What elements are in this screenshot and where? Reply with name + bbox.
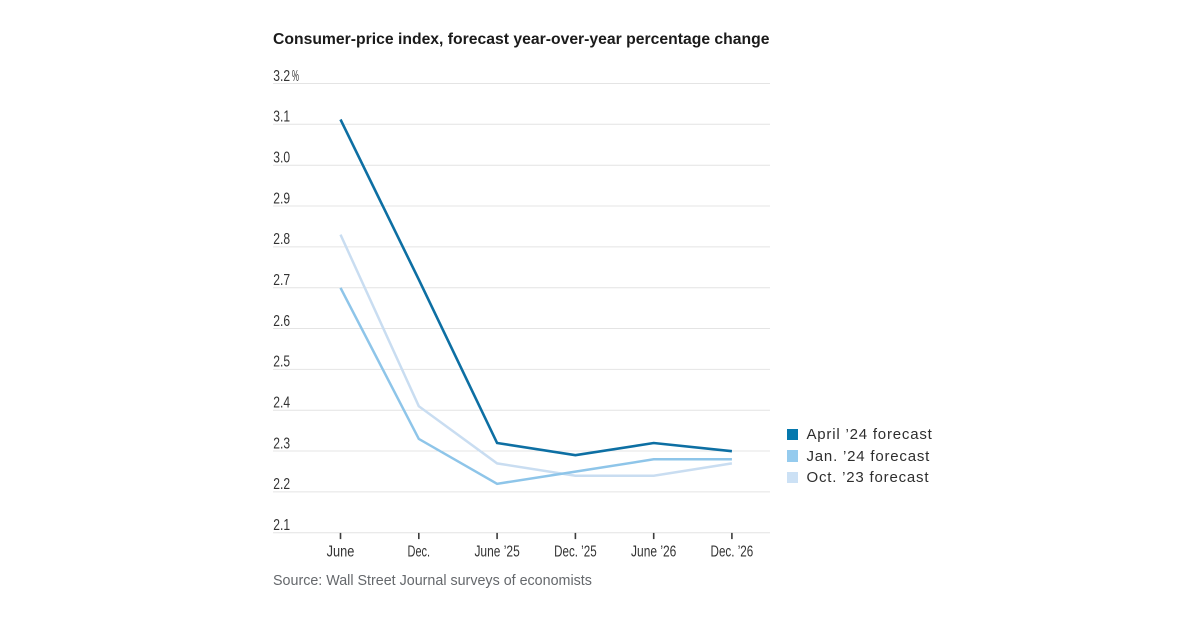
svg-text:3.0: 3.0: [273, 150, 290, 167]
svg-text:3.2: 3.2: [273, 68, 290, 85]
svg-text:2.6: 2.6: [273, 313, 290, 330]
svg-text:June ’25: June ’25: [474, 543, 519, 560]
svg-text:%: %: [292, 68, 299, 85]
svg-text:June ’26: June ’26: [631, 543, 676, 560]
svg-text:2.4: 2.4: [273, 395, 290, 412]
svg-text:June: June: [327, 543, 355, 560]
svg-text:Dec. ’25: Dec. ’25: [554, 543, 597, 560]
svg-text:2.3: 2.3: [273, 435, 290, 452]
svg-text:2.2: 2.2: [273, 476, 290, 493]
svg-text:2.1: 2.1: [273, 517, 290, 534]
svg-text:2.9: 2.9: [273, 190, 290, 207]
svg-text:3.1: 3.1: [273, 109, 290, 126]
svg-text:Dec. ’26: Dec. ’26: [711, 543, 754, 560]
svg-text:2.5: 2.5: [273, 354, 290, 371]
svg-text:2.8: 2.8: [273, 231, 290, 248]
svg-text:Dec.: Dec.: [408, 543, 431, 560]
svg-text:2.7: 2.7: [273, 272, 290, 289]
